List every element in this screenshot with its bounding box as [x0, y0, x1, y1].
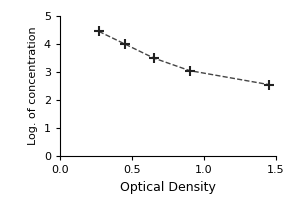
X-axis label: Optical Density: Optical Density: [120, 181, 216, 194]
Y-axis label: Log. of concentration: Log. of concentration: [28, 27, 38, 145]
